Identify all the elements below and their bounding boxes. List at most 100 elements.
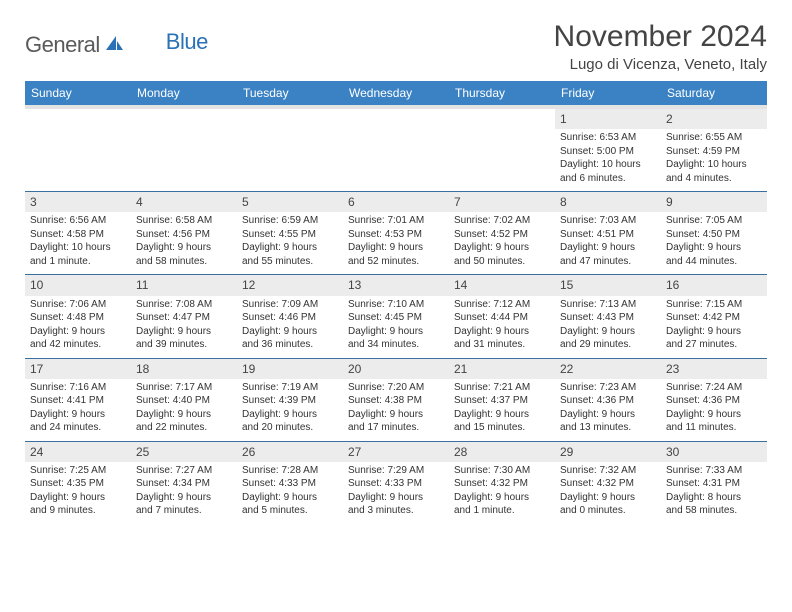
weekday-header: Monday [131, 81, 237, 107]
calendar-week-row: 10Sunrise: 7:06 AMSunset: 4:48 PMDayligh… [25, 275, 767, 358]
daylight-text: and 42 minutes. [30, 338, 126, 352]
daylight-text: and 5 minutes. [242, 504, 338, 518]
sunset-text: Sunset: 4:46 PM [242, 311, 338, 325]
day-number: 26 [237, 442, 343, 462]
day-number: 3 [25, 192, 131, 212]
day-number: 6 [343, 192, 449, 212]
location-text: Lugo di Vicenza, Veneto, Italy [554, 56, 767, 73]
logo: General Blue [25, 20, 208, 58]
day-number: 30 [661, 442, 767, 462]
sunset-text: Sunset: 4:59 PM [666, 145, 762, 159]
daylight-text: Daylight: 9 hours [136, 325, 232, 339]
calendar-day-cell: 23Sunrise: 7:24 AMSunset: 4:36 PMDayligh… [661, 358, 767, 441]
daylight-text: and 4 minutes. [666, 172, 762, 186]
calendar-day-cell: 9Sunrise: 7:05 AMSunset: 4:50 PMDaylight… [661, 192, 767, 275]
day-number: 29 [555, 442, 661, 462]
sunset-text: Sunset: 4:48 PM [30, 311, 126, 325]
sunrise-text: Sunrise: 7:33 AM [666, 464, 762, 478]
sunrise-text: Sunrise: 7:25 AM [30, 464, 126, 478]
daylight-text: Daylight: 9 hours [348, 241, 444, 255]
daylight-text: and 58 minutes. [136, 255, 232, 269]
sunrise-text: Sunrise: 7:09 AM [242, 298, 338, 312]
day-number: 19 [237, 359, 343, 379]
daylight-text: Daylight: 9 hours [454, 325, 550, 339]
daylight-text: and 50 minutes. [454, 255, 550, 269]
sunrise-text: Sunrise: 7:30 AM [454, 464, 550, 478]
sunrise-text: Sunrise: 7:23 AM [560, 381, 656, 395]
calendar-day-cell: 16Sunrise: 7:15 AMSunset: 4:42 PMDayligh… [661, 275, 767, 358]
daylight-text: Daylight: 9 hours [560, 325, 656, 339]
calendar-day-cell [449, 107, 555, 192]
daylight-text: and 55 minutes. [242, 255, 338, 269]
sunset-text: Sunset: 4:35 PM [30, 477, 126, 491]
calendar-day-cell: 1Sunrise: 6:53 AMSunset: 5:00 PMDaylight… [555, 107, 661, 192]
daylight-text: Daylight: 9 hours [136, 491, 232, 505]
sunrise-text: Sunrise: 6:56 AM [30, 214, 126, 228]
daylight-text: and 13 minutes. [560, 421, 656, 435]
calendar-day-cell: 20Sunrise: 7:20 AMSunset: 4:38 PMDayligh… [343, 358, 449, 441]
day-number: 2 [661, 109, 767, 129]
calendar-day-cell: 22Sunrise: 7:23 AMSunset: 4:36 PMDayligh… [555, 358, 661, 441]
sunset-text: Sunset: 4:32 PM [454, 477, 550, 491]
sunset-text: Sunset: 4:50 PM [666, 228, 762, 242]
header: General Blue November 2024 Lugo di Vicen… [25, 20, 767, 73]
day-number: 17 [25, 359, 131, 379]
sunset-text: Sunset: 4:42 PM [666, 311, 762, 325]
sunrise-text: Sunrise: 7:29 AM [348, 464, 444, 478]
day-number: 1 [555, 109, 661, 129]
day-number: 10 [25, 275, 131, 295]
calendar-day-cell: 12Sunrise: 7:09 AMSunset: 4:46 PMDayligh… [237, 275, 343, 358]
day-number: 8 [555, 192, 661, 212]
calendar-day-cell [25, 107, 131, 192]
calendar-day-cell: 13Sunrise: 7:10 AMSunset: 4:45 PMDayligh… [343, 275, 449, 358]
sunrise-text: Sunrise: 6:53 AM [560, 131, 656, 145]
day-number: 23 [661, 359, 767, 379]
calendar-day-cell: 30Sunrise: 7:33 AMSunset: 4:31 PMDayligh… [661, 441, 767, 524]
daylight-text: Daylight: 9 hours [242, 408, 338, 422]
daylight-text: and 11 minutes. [666, 421, 762, 435]
weekday-header: Saturday [661, 81, 767, 107]
calendar-week-row: 3Sunrise: 6:56 AMSunset: 4:58 PMDaylight… [25, 192, 767, 275]
day-number: 25 [131, 442, 237, 462]
daylight-text: and 22 minutes. [136, 421, 232, 435]
sunset-text: Sunset: 4:52 PM [454, 228, 550, 242]
calendar-day-cell: 29Sunrise: 7:32 AMSunset: 4:32 PMDayligh… [555, 441, 661, 524]
sunset-text: Sunset: 4:41 PM [30, 394, 126, 408]
calendar-day-cell: 2 Sunrise: 6:55 AMSunset: 4:59 PMDaylight… [661, 107, 767, 192]
sunset-text: Sunset: 4:37 PM [454, 394, 550, 408]
calendar-day-cell: 7Sunrise: 7:02 AMSunset: 4:52 PMDaylight… [449, 192, 555, 275]
sunset-text: Sunset: 4:36 PM [666, 394, 762, 408]
logo-sail-icon [104, 34, 124, 57]
sunset-text: Sunset: 4:47 PM [136, 311, 232, 325]
calendar-day-cell: 5Sunrise: 6:59 AMSunset: 4:55 PMDaylight… [237, 192, 343, 275]
sunrise-text: Sunrise: 7:21 AM [454, 381, 550, 395]
daylight-text: Daylight: 9 hours [30, 491, 126, 505]
daylight-text: Daylight: 10 hours [30, 241, 126, 255]
sunrise-text: Sunrise: 7:16 AM [30, 381, 126, 395]
daylight-text: and 29 minutes. [560, 338, 656, 352]
weekday-header: Wednesday [343, 81, 449, 107]
daylight-text: Daylight: 9 hours [454, 408, 550, 422]
sunrise-text: Sunrise: 7:08 AM [136, 298, 232, 312]
calendar-day-cell: 10Sunrise: 7:06 AMSunset: 4:48 PMDayligh… [25, 275, 131, 358]
calendar-day-cell: 21Sunrise: 7:21 AMSunset: 4:37 PMDayligh… [449, 358, 555, 441]
sunrise-text: Sunrise: 7:20 AM [348, 381, 444, 395]
calendar-table: Sunday Monday Tuesday Wednesday Thursday… [25, 81, 767, 524]
daylight-text: and 58 minutes. [666, 504, 762, 518]
day-number: 13 [343, 275, 449, 295]
daylight-text: and 1 minute. [454, 504, 550, 518]
calendar-day-cell [131, 107, 237, 192]
daylight-text: Daylight: 9 hours [454, 491, 550, 505]
sunset-text: Sunset: 4:36 PM [560, 394, 656, 408]
sunset-text: Sunset: 4:39 PM [242, 394, 338, 408]
daylight-text: Daylight: 10 hours [666, 158, 762, 172]
calendar-day-cell: 26Sunrise: 7:28 AMSunset: 4:33 PMDayligh… [237, 441, 343, 524]
sunset-text: Sunset: 4:34 PM [136, 477, 232, 491]
day-number: 16 [661, 275, 767, 295]
sunrise-text: Sunrise: 7:17 AM [136, 381, 232, 395]
calendar-day-cell: 3Sunrise: 6:56 AMSunset: 4:58 PMDaylight… [25, 192, 131, 275]
sunrise-text: Sunrise: 7:19 AM [242, 381, 338, 395]
daylight-text: and 20 minutes. [242, 421, 338, 435]
sunrise-text: Sunrise: 6:55 AM [666, 131, 762, 145]
day-number: 12 [237, 275, 343, 295]
